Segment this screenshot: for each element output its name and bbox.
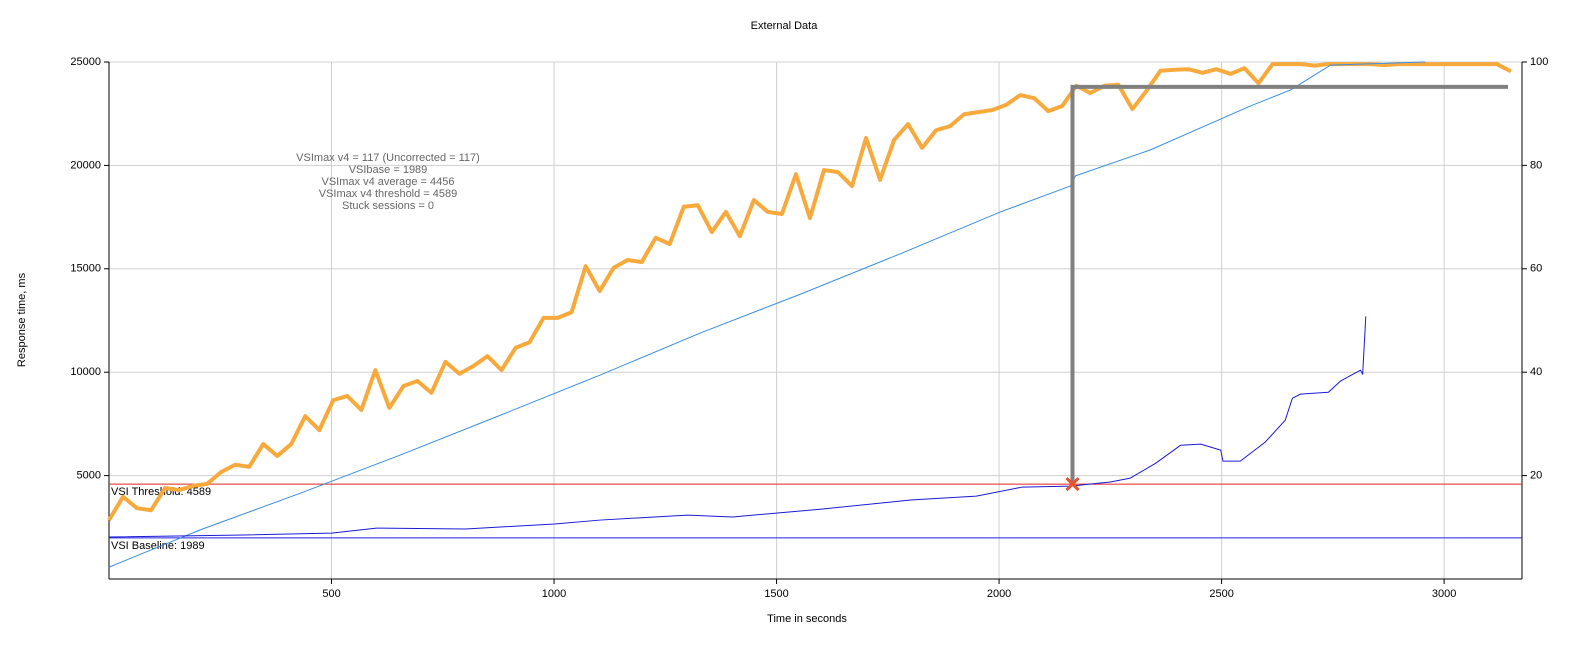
x-tick-label: 1000: [542, 588, 566, 600]
series-line: [108, 61, 1426, 568]
x-tick-label: 2000: [987, 588, 1011, 600]
annotation: VSImax v4 average = 4456: [322, 176, 455, 188]
y2-tick-label: 60: [1530, 263, 1542, 275]
chart-title: External Data: [751, 20, 819, 32]
x-tick-label: 1500: [764, 588, 788, 600]
y-tick-label: 25000: [70, 56, 101, 68]
y-tick-label: 5000: [77, 470, 101, 482]
y-axis-label: Response time, ms: [16, 272, 28, 367]
x-tick-label: 3000: [1432, 588, 1456, 600]
series-line: [107, 62, 1512, 522]
annotation: VSImax v4 threshold = 4589: [319, 188, 458, 200]
annotation: Stuck sessions = 0: [342, 200, 434, 212]
x-tick-label: 2500: [1209, 588, 1233, 600]
y-tick-label: 20000: [70, 159, 101, 171]
y2-tick-label: 40: [1530, 366, 1542, 378]
y2-tick-label: 20: [1530, 470, 1542, 482]
y2-tick-label: 100: [1530, 56, 1548, 68]
annotation: VSImax v4 = 117 (Uncorrected = 117): [296, 152, 480, 164]
x-tick-label: 500: [322, 588, 340, 600]
series-line: [108, 316, 1367, 538]
y-tick-label: 10000: [70, 366, 101, 378]
vsimax-marker: [1065, 477, 1080, 492]
x-axis-label: Time in seconds: [767, 613, 847, 625]
y2-tick-label: 80: [1530, 159, 1542, 171]
baseline-label: VSI Baseline: 1989: [111, 540, 205, 552]
y-tick-label: 15000: [70, 263, 101, 275]
annotation: VSIbase = 1989: [349, 164, 428, 176]
